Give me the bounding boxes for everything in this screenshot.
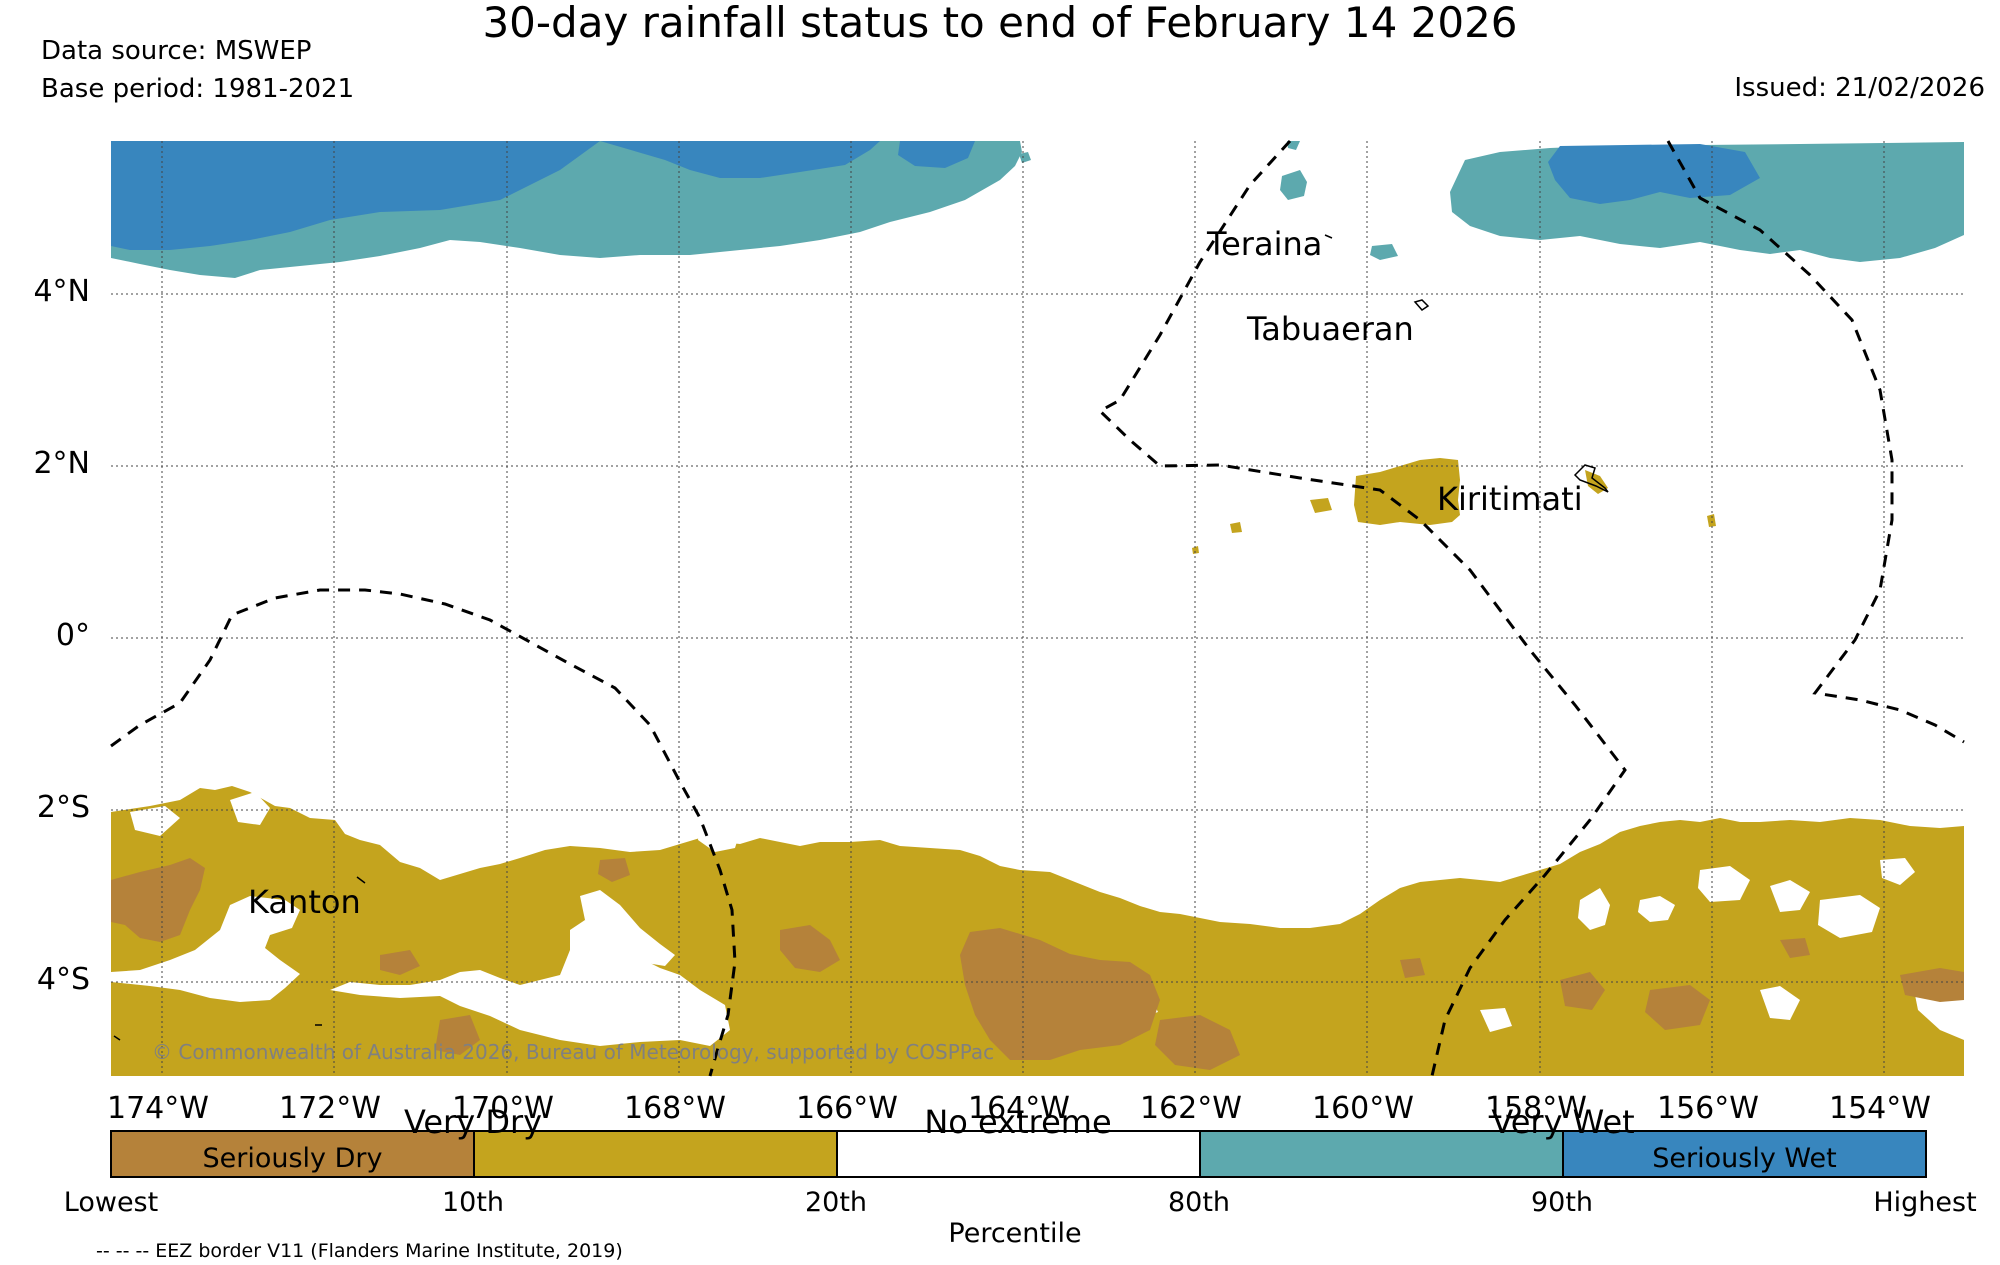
eez-border-note: -- -- -- EEZ border V11 (Flanders Marine… xyxy=(96,1240,623,1262)
legend-no-extreme-label: No extreme xyxy=(924,1103,1112,1141)
lon-label-158w: 158°W xyxy=(1485,1091,1587,1126)
percentile-10th: 10th xyxy=(441,1187,505,1218)
legend-no-extreme xyxy=(836,1130,1201,1178)
percentile-lowest: Lowest xyxy=(63,1187,159,1218)
lat-label-4s: 4°S xyxy=(36,962,90,997)
legend-seriously-wet: Seriously Wet xyxy=(1562,1130,1927,1178)
legend-seriously-dry: Seriously Dry xyxy=(110,1130,475,1178)
lon-label-170w: 170°W xyxy=(452,1091,554,1126)
map-title: 30-day rainfall status to end of Februar… xyxy=(482,0,1518,47)
base-period-text: Base period: 1981-2021 xyxy=(41,74,355,104)
percentile-highest: Highest xyxy=(1873,1187,1977,1218)
eez-border-phoenix xyxy=(110,588,737,1077)
legend-seriously-dry-label: Seriously Dry xyxy=(202,1143,383,1174)
legend-very-wet xyxy=(1199,1130,1564,1178)
place-teraina: Teraina xyxy=(1207,225,1323,263)
wet-region-north-west-strong xyxy=(111,141,600,250)
percentile-20th: 20th xyxy=(804,1187,868,1218)
data-source-text: Data source: MSWEP xyxy=(41,36,312,66)
wet-region-north-east-strong xyxy=(1548,144,1760,204)
island-outlines xyxy=(113,234,1609,1041)
kiritimati-outline xyxy=(1573,464,1609,493)
lon-label-174w: 174°W xyxy=(107,1091,209,1126)
legend-axis-title: Percentile xyxy=(948,1218,1082,1249)
lat-label-2n: 2°N xyxy=(33,446,90,481)
percentile-90th: 90th xyxy=(1530,1187,1594,1218)
lat-label-2s: 2°S xyxy=(36,790,90,825)
place-tabuaeran: Tabuaeran xyxy=(1247,310,1414,348)
eez-borders xyxy=(110,139,1965,1077)
lat-label-4n: 4°N xyxy=(33,274,90,309)
issued-date-text: Issued: 21/02/2026 xyxy=(1734,73,1985,103)
seriously-dry-region xyxy=(111,858,205,942)
percentile-80th: 80th xyxy=(1167,1187,1231,1218)
graticule xyxy=(111,141,1964,1076)
legend-very-dry xyxy=(473,1130,838,1178)
legend-very-dry-label: Very Dry xyxy=(403,1103,543,1141)
eez-border-line-islands xyxy=(1097,139,1627,1077)
place-kiritimati: Kiritimati xyxy=(1437,480,1583,518)
copyright-notice: © Commonwealth of Australia 2026, Bureau… xyxy=(152,1040,995,1064)
lat-label-0: 0° xyxy=(55,618,90,653)
place-kanton: Kanton xyxy=(248,883,361,921)
eez-border-east xyxy=(1666,140,1965,744)
dry-region-kiritimati xyxy=(1354,458,1460,525)
lon-label-172w: 172°W xyxy=(279,1091,381,1126)
lon-label-164w: 164°W xyxy=(968,1091,1070,1126)
legend-seriously-wet-label: Seriously Wet xyxy=(1652,1143,1837,1174)
lon-label-160w: 160°W xyxy=(1312,1091,1414,1126)
lon-label-162w: 162°W xyxy=(1140,1091,1242,1126)
lon-label-166w: 166°W xyxy=(796,1091,898,1126)
lon-label-168w: 168°W xyxy=(624,1091,726,1126)
wet-region-north-west-strong-2 xyxy=(600,141,880,178)
tabuaeran-outline xyxy=(1413,299,1430,311)
legend-very-wet-label: Very Wet xyxy=(1491,1103,1635,1141)
lon-label-154w: 154°W xyxy=(1829,1091,1931,1126)
lon-label-156w: 156°W xyxy=(1657,1091,1759,1126)
